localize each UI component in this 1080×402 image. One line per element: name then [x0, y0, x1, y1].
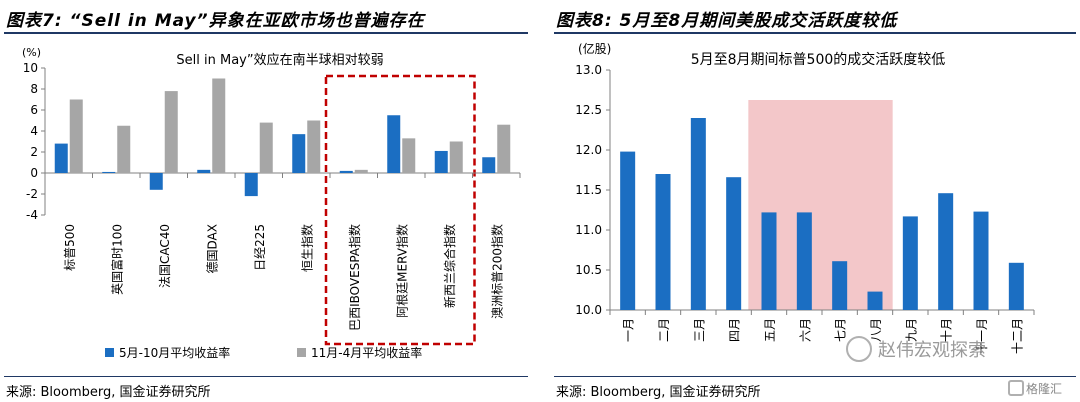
y-unit-label: (亿股) — [578, 41, 611, 56]
y-tick-label: 4 — [30, 124, 38, 138]
left-figure-title: 图表7: “Sell in May”异象在亚欧市场也普遍存在 — [6, 11, 425, 31]
bar-may-oct-9 — [482, 157, 496, 173]
x-category-label: 澳洲标普200指数 — [489, 224, 504, 319]
x-category-label: 十二月 — [1010, 318, 1024, 354]
bar-may-oct-8 — [434, 150, 448, 173]
x-category-label: 四月 — [728, 318, 742, 342]
x-category-label: 五月 — [763, 318, 777, 342]
bar-may-oct-6 — [339, 170, 353, 173]
bar-may-oct-4 — [244, 173, 258, 197]
x-category-label: 十一月 — [975, 318, 989, 354]
bar-0 — [620, 151, 636, 310]
bar-nov-apr-9 — [497, 124, 511, 173]
y-tick-label: -4 — [26, 208, 38, 222]
bar-4 — [761, 212, 777, 310]
right-source: 来源: Bloomberg, 国金证券研究所 — [556, 385, 761, 400]
x-category-label: 七月 — [834, 318, 848, 342]
y-tick-label: -2 — [26, 187, 38, 201]
bar-2 — [690, 118, 706, 310]
right-figure-title: 图表8: 5月至8月期间美股成交活跃度较低 — [556, 11, 898, 31]
y-tick-label: 12.5 — [575, 103, 602, 117]
x-category-label: 德国DAX — [204, 224, 219, 273]
legend-swatch — [105, 348, 114, 357]
y-tick-label: 6 — [30, 103, 38, 117]
highlight-box — [324, 74, 476, 346]
bar-5 — [796, 212, 812, 310]
x-category-label: 恒生指数 — [299, 224, 314, 272]
bar-10 — [973, 211, 989, 310]
bar-6 — [832, 261, 848, 310]
bar-nov-apr-8 — [449, 141, 463, 173]
bar-3 — [726, 177, 742, 310]
left-chart: Sell in May”效应在南半球相对较弱 (%) -4 -2 0 2 4 6 8 10 标普50… — [22, 46, 521, 360]
bar-nov-apr-1 — [117, 125, 131, 173]
x-category-label: 新西兰综合指数 — [442, 224, 457, 308]
bar-may-oct-5 — [292, 134, 306, 173]
wechat-icon — [846, 336, 872, 362]
chart-title: Sell in May”效应在南半球相对较弱 — [176, 52, 383, 68]
legend-label: 11月-4月平均收益率 — [311, 345, 422, 360]
watermark-text: 赵伟宏观探索 — [878, 340, 986, 361]
x-category-label: 英国富时100 — [109, 224, 124, 295]
bar-may-oct-2 — [149, 173, 163, 190]
bar-nov-apr-0 — [69, 99, 83, 173]
bar-1 — [655, 174, 671, 310]
watermark-brand: 格隆汇 — [1026, 382, 1063, 396]
bar-may-oct-1 — [102, 171, 116, 173]
x-category-label: 九月 — [904, 318, 918, 342]
y-tick-label: 11.0 — [575, 223, 602, 237]
x-category-label: 阿根廷MERV指数 — [394, 224, 409, 318]
x-category-label: 八月 — [869, 318, 883, 342]
bar-may-oct-0 — [54, 143, 68, 173]
left-source-rule — [4, 376, 528, 377]
bar-nov-apr-5 — [307, 120, 321, 173]
y-tick-label: 12.0 — [575, 143, 602, 157]
bar-11 — [1008, 262, 1024, 310]
x-category-label: 巴西IBOVESPA指数 — [347, 224, 362, 331]
bar-nov-apr-4 — [259, 122, 273, 173]
y-tick-label: 0 — [30, 166, 38, 180]
x-category-label: 一月 — [622, 318, 636, 342]
bar-nov-apr-7 — [402, 138, 416, 173]
bar-may-oct-3 — [197, 169, 211, 173]
bar-nov-apr-3 — [212, 78, 226, 173]
x-category-label: 法国CAC40 — [158, 224, 172, 288]
x-category-label: 六月 — [798, 318, 812, 342]
chart-title: 5月至8月期间标普500的成交活跃度较低 — [691, 51, 946, 68]
bar-9 — [938, 193, 954, 310]
y-tick-label: 13.0 — [575, 63, 602, 77]
bar-8 — [902, 216, 918, 310]
right-chart: 5月至8月期间标普500的成交活跃度较低 (亿股) 10.0 10.5 11.0 11.5… — [575, 41, 1035, 354]
left-source: 来源: Bloomberg, 国金证券研究所 — [6, 385, 211, 400]
bar-7 — [867, 291, 883, 310]
legend-swatch — [297, 348, 306, 357]
x-category-label: 三月 — [692, 318, 706, 342]
x-category-label: 十月 — [940, 318, 954, 342]
right-title-rule — [554, 32, 1076, 34]
x-category-label: 二月 — [657, 318, 671, 342]
legend-label: 5月-10月平均收益率 — [119, 345, 230, 360]
y-unit-label: (%) — [22, 46, 41, 59]
y-tick-label: 11.5 — [575, 183, 602, 197]
bar-nov-apr-6 — [354, 169, 368, 173]
bar-may-oct-7 — [387, 115, 401, 173]
y-tick-label: 2 — [30, 145, 38, 159]
bar-nov-apr-2 — [164, 91, 178, 173]
y-tick-label: 10.5 — [575, 263, 602, 277]
x-category-label: 标普500 — [63, 224, 77, 271]
g-logo-icon — [1008, 380, 1024, 396]
y-tick-label: 10.0 — [575, 303, 602, 317]
y-tick-label: 10 — [23, 61, 38, 75]
x-category-label: 日经225 — [253, 224, 267, 271]
left-title-rule — [4, 32, 528, 34]
right-source-rule — [554, 376, 1076, 377]
y-tick-label: 8 — [30, 82, 38, 96]
